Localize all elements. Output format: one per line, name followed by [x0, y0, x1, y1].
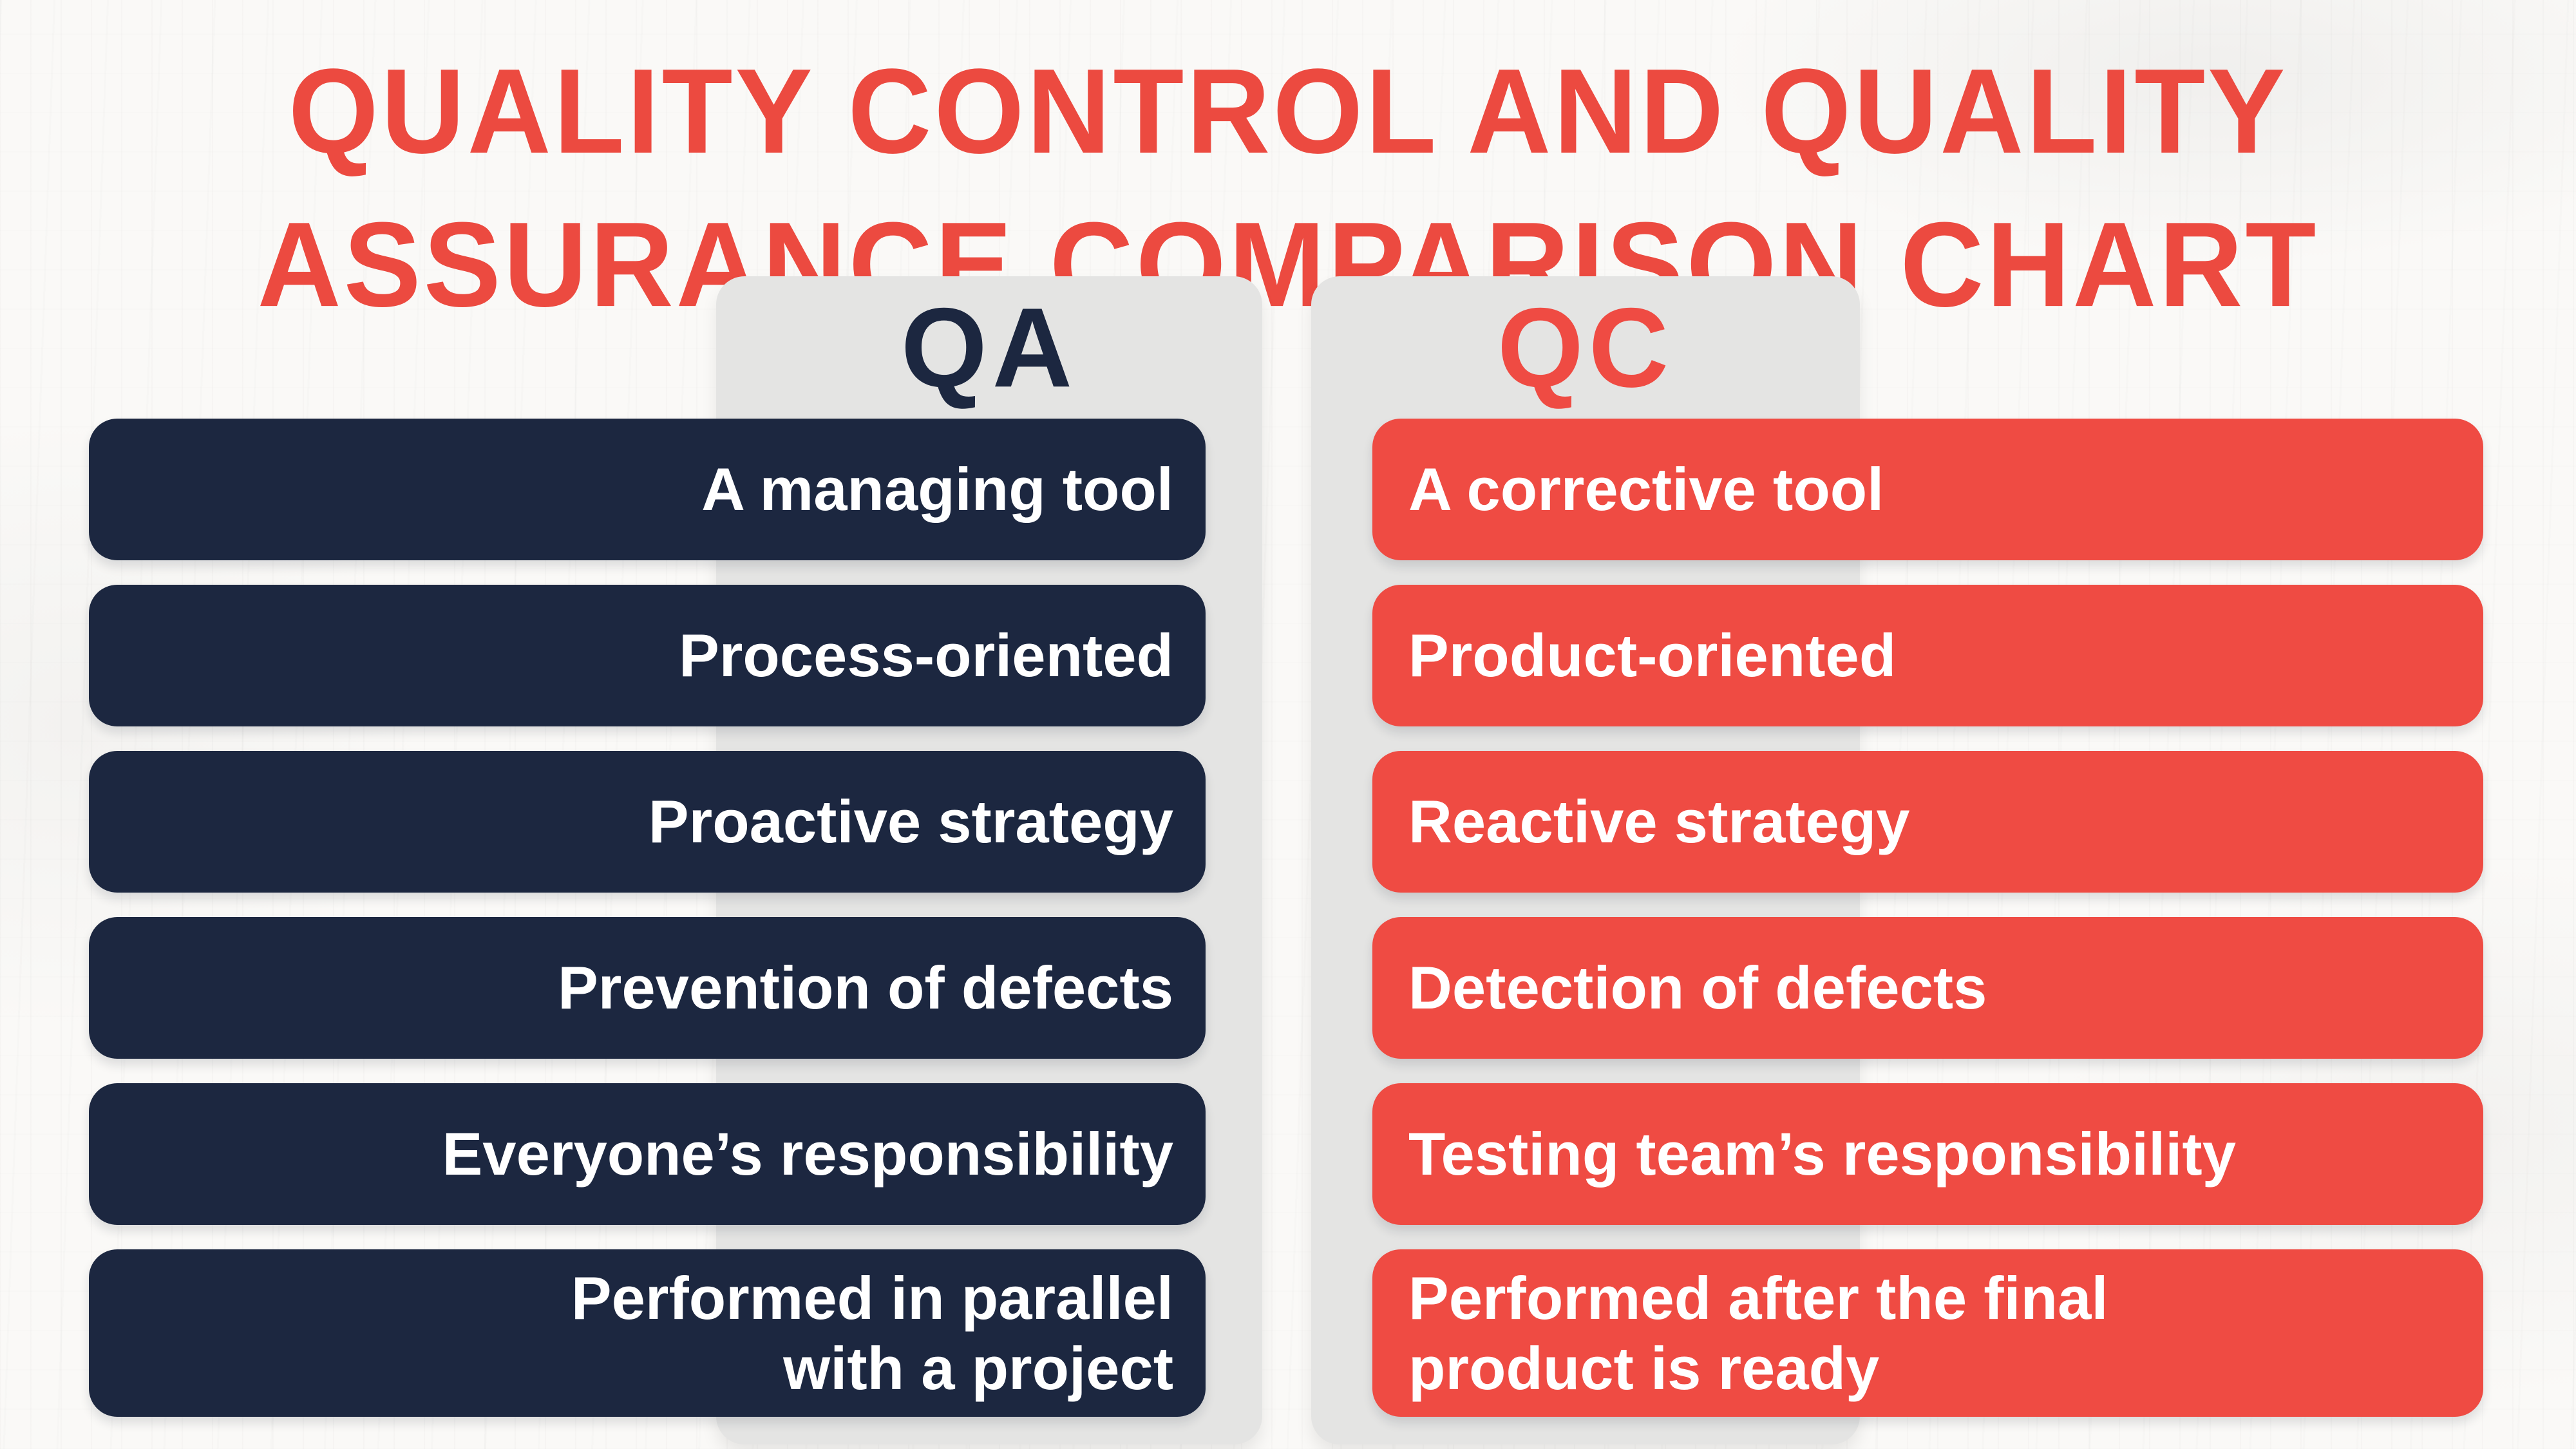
- qc-pill-3: Reactive strategy: [1372, 751, 2483, 893]
- qc-pill-6: Performed after the final product is rea…: [1372, 1249, 2483, 1417]
- qc-column-header: QC: [1497, 284, 1674, 411]
- qc-pill-1: A corrective tool: [1372, 419, 2483, 560]
- qa-pill-6: Performed in parallel with a project: [89, 1249, 1206, 1417]
- qa-pill-2: Process-oriented: [89, 585, 1206, 726]
- page-title: QUALITY CONTROL AND QUALITY ASSURANCE CO…: [0, 35, 2576, 341]
- qc-pill-4: Detection of defects: [1372, 917, 2483, 1059]
- title-line-2: ASSURANCE COMPARISON CHART: [257, 197, 2319, 332]
- qa-column-header: QA: [901, 284, 1077, 411]
- qa-pill-1: A managing tool: [89, 419, 1206, 560]
- qa-pill-3: Proactive strategy: [89, 751, 1206, 893]
- qc-pill-list: A corrective tool Product-oriented React…: [1372, 419, 2483, 1417]
- qa-pill-5: Everyone’s responsibility: [89, 1083, 1206, 1225]
- qa-pill-4: Prevention of defects: [89, 917, 1206, 1059]
- qc-pill-5: Testing team’s responsibility: [1372, 1083, 2483, 1225]
- title-line-1: QUALITY CONTROL AND QUALITY: [288, 44, 2288, 179]
- qa-pill-list: A managing tool Process-oriented Proacti…: [89, 419, 1206, 1417]
- qc-pill-2: Product-oriented: [1372, 585, 2483, 726]
